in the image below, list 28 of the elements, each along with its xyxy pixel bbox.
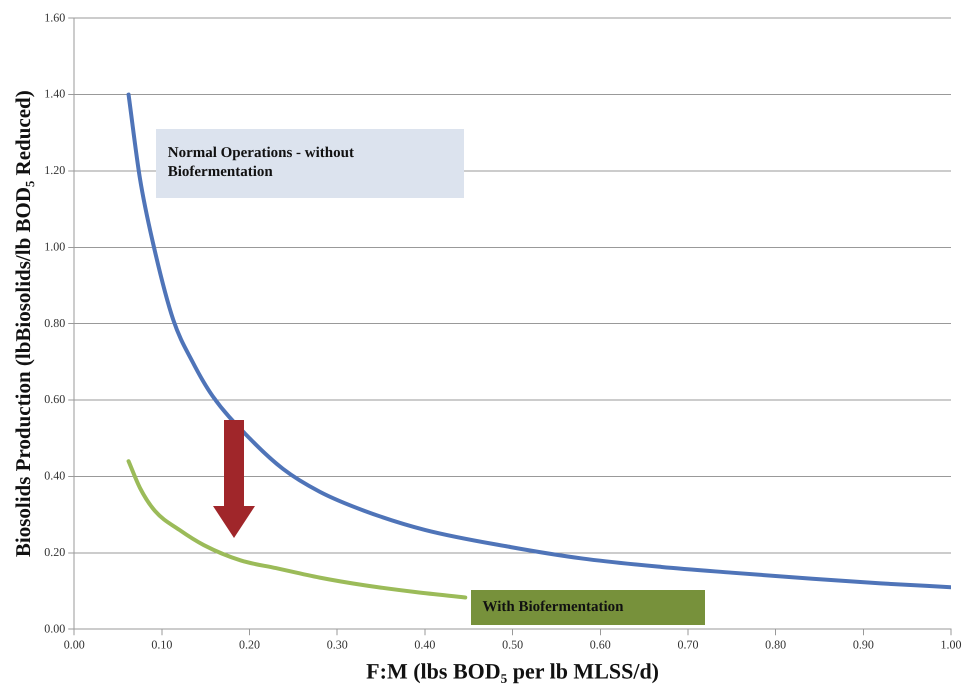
x-tick-label: 0.70 — [677, 638, 698, 652]
y-tick-label: 0.80 — [44, 316, 66, 330]
y-tick-label: 0.20 — [44, 544, 66, 559]
y-axis-title: Biosolids Production (lbBiosolids/lb BOD₅ Reduced) — [11, 90, 36, 558]
x-tick-label: 0.60 — [590, 638, 611, 652]
series-label: With Biofermentation — [482, 598, 624, 617]
y-tick-label: 1.40 — [44, 86, 66, 101]
y-tick-label: 1.60 — [44, 10, 66, 24]
x-tick-label: 1.00 — [940, 638, 962, 652]
line-series — [126, 459, 468, 600]
y-tick-label: 0.60 — [44, 392, 66, 406]
x-tick-label: 0.80 — [765, 638, 786, 652]
y-tick-label: 0.40 — [44, 468, 66, 483]
x-tick-label: 0.10 — [151, 638, 172, 652]
line-series — [126, 92, 951, 590]
x-axis-title: F:M (lbs BOD₅ per lb MLSS/d) — [366, 658, 660, 684]
x-tick-label: 0.20 — [239, 638, 260, 652]
label-box: With Biofermentation — [470, 590, 706, 625]
x-tick-label: 0.40 — [414, 638, 436, 652]
x-tick-label: 0.00 — [64, 638, 85, 652]
y-tick-label: 0.00 — [44, 621, 66, 636]
y-tick-label: 1.00 — [44, 239, 66, 254]
label-box: Normal Operations - without Biofermentation — [156, 128, 464, 198]
x-tick-label: 0.50 — [502, 638, 524, 652]
series-label: Normal Operations - without Biofermentation — [168, 144, 355, 182]
x-tick-label: 0.30 — [326, 638, 348, 652]
y-tick-label: 1.20 — [44, 163, 66, 178]
x-tick-label: 0.90 — [852, 638, 874, 652]
